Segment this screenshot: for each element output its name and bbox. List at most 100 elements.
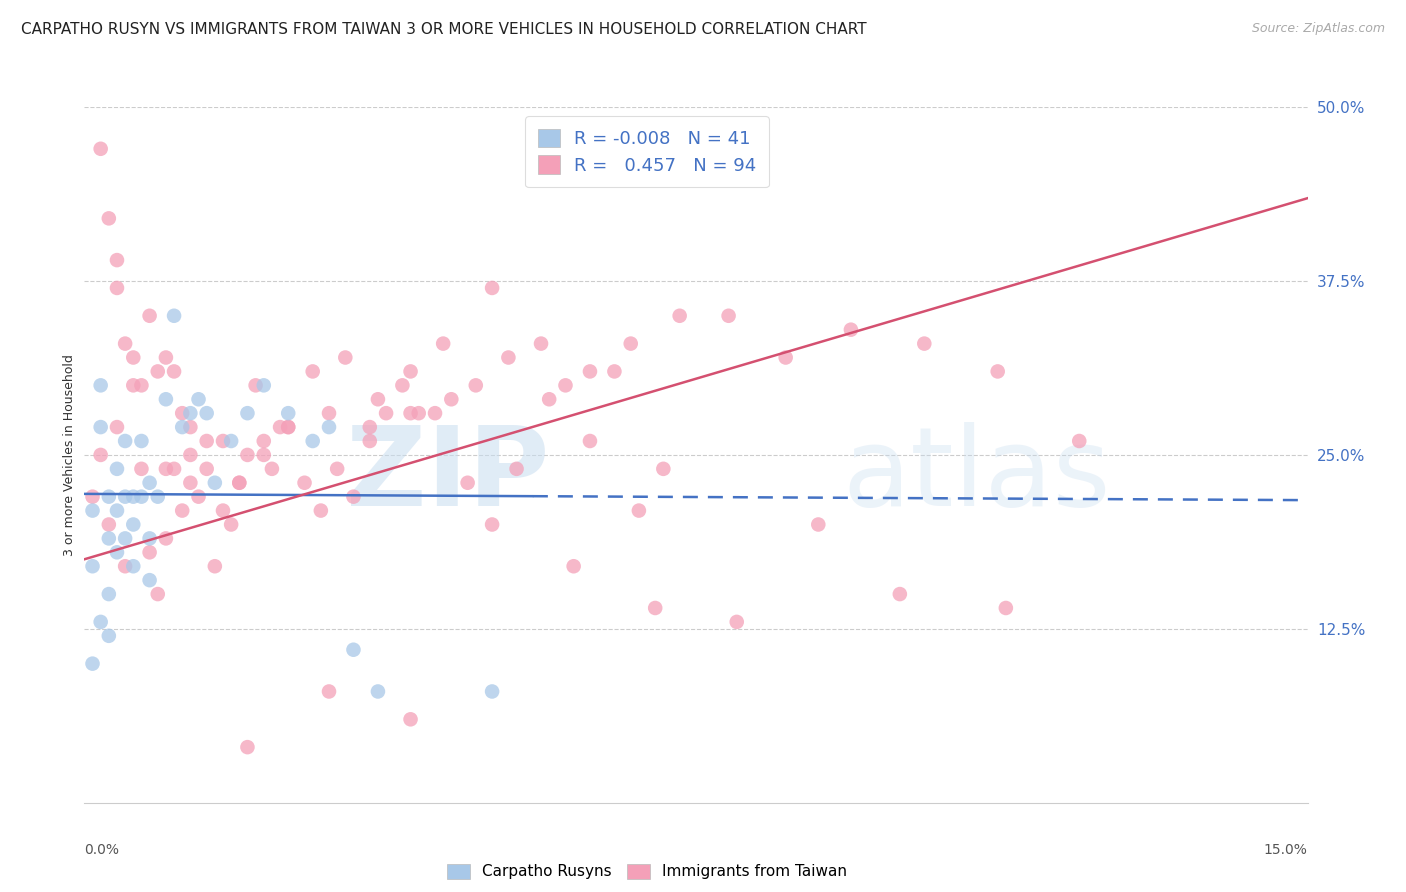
Point — [82, 503, 104, 517]
Point — [342, 490, 364, 504]
Point — [97, 517, 120, 532]
Point — [97, 629, 120, 643]
Point — [114, 336, 136, 351]
Point — [82, 559, 104, 574]
Point — [97, 211, 120, 226]
Point — [163, 364, 186, 378]
Point — [481, 281, 503, 295]
Point — [236, 448, 259, 462]
Point — [318, 406, 340, 420]
Point — [90, 378, 112, 392]
Point — [912, 336, 935, 351]
Text: atlas: atlas — [842, 422, 1111, 529]
Point — [97, 490, 120, 504]
Point — [155, 532, 177, 546]
Point — [82, 490, 104, 504]
Point — [620, 336, 643, 351]
Point — [122, 517, 145, 532]
Point — [105, 253, 128, 268]
Point — [122, 351, 145, 365]
Point — [138, 532, 160, 546]
Point — [318, 420, 340, 434]
Point — [204, 559, 226, 574]
Point — [138, 573, 160, 587]
Point — [554, 378, 576, 392]
Point — [105, 462, 128, 476]
Point — [277, 420, 299, 434]
Point — [187, 392, 209, 407]
Text: CARPATHO RUSYN VS IMMIGRANTS FROM TAIWAN 3 OR MORE VEHICLES IN HOUSEHOLD CORRELA: CARPATHO RUSYN VS IMMIGRANTS FROM TAIWAN… — [21, 22, 866, 37]
Point — [301, 434, 323, 448]
Point — [668, 309, 690, 323]
Point — [301, 364, 323, 378]
Point — [131, 462, 153, 476]
Point — [179, 475, 201, 490]
Text: 0.0%: 0.0% — [84, 843, 120, 857]
Point — [399, 406, 422, 420]
Point — [138, 545, 160, 559]
Text: 15.0%: 15.0% — [1264, 843, 1308, 857]
Point — [326, 462, 349, 476]
Point — [839, 323, 862, 337]
Point — [408, 406, 430, 420]
Point — [172, 406, 194, 420]
Point — [367, 392, 389, 407]
Point — [146, 364, 169, 378]
Point — [163, 309, 186, 323]
Point — [375, 406, 398, 420]
Point — [105, 281, 128, 295]
Point — [579, 434, 602, 448]
Point — [530, 336, 553, 351]
Point — [987, 364, 1010, 378]
Point — [97, 532, 120, 546]
Point — [155, 351, 177, 365]
Point — [294, 475, 316, 490]
Point — [138, 309, 160, 323]
Point — [131, 490, 153, 504]
Point — [481, 517, 503, 532]
Point — [603, 364, 626, 378]
Point — [260, 462, 283, 476]
Point — [97, 587, 120, 601]
Point — [138, 475, 160, 490]
Point — [212, 434, 235, 448]
Point — [277, 406, 299, 420]
Point — [105, 503, 128, 517]
Y-axis label: 3 or more Vehicles in Household: 3 or more Vehicles in Household — [63, 354, 76, 556]
Point — [399, 364, 422, 378]
Point — [90, 615, 112, 629]
Text: Source: ZipAtlas.com: Source: ZipAtlas.com — [1251, 22, 1385, 36]
Point — [335, 351, 357, 365]
Point — [82, 657, 104, 671]
Point — [146, 587, 169, 601]
Point — [122, 559, 145, 574]
Point — [236, 740, 259, 755]
Point — [889, 587, 911, 601]
Point — [90, 448, 112, 462]
Point — [269, 420, 291, 434]
Point — [155, 392, 177, 407]
Point — [775, 351, 797, 365]
Point — [105, 420, 128, 434]
Point — [464, 378, 486, 392]
Point — [253, 448, 276, 462]
Point — [90, 142, 112, 156]
Point — [253, 378, 276, 392]
Point — [105, 545, 128, 559]
Point — [195, 462, 218, 476]
Point — [1069, 434, 1091, 448]
Point — [399, 712, 422, 726]
Point — [318, 684, 340, 698]
Point — [342, 642, 364, 657]
Point — [236, 406, 259, 420]
Point — [212, 503, 235, 517]
Point — [579, 364, 602, 378]
Point — [245, 378, 267, 392]
Point — [155, 462, 177, 476]
Point — [179, 406, 201, 420]
Point — [131, 434, 153, 448]
Point — [717, 309, 740, 323]
Legend: Carpatho Rusyns, Immigrants from Taiwan: Carpatho Rusyns, Immigrants from Taiwan — [441, 857, 853, 886]
Point — [367, 684, 389, 698]
Point — [122, 378, 145, 392]
